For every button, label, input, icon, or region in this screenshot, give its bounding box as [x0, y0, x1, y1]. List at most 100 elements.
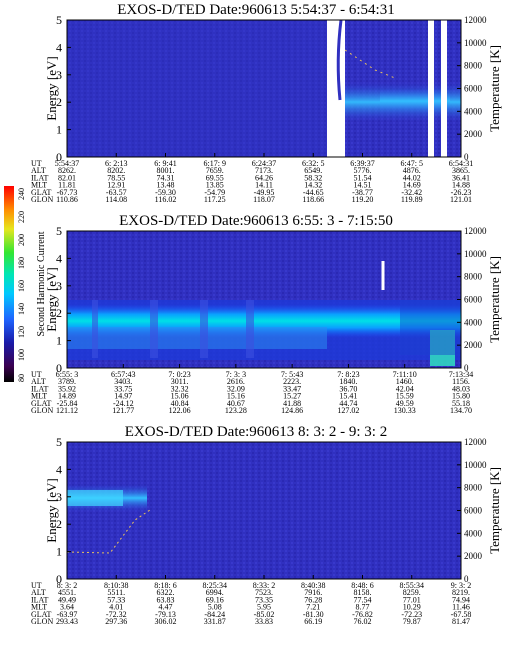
cell-ut: 6:24:37: [252, 159, 276, 168]
cell-alt: 1840.: [339, 377, 357, 386]
cell-alt: 5776.: [354, 166, 372, 175]
cell-ilat: 32.32: [171, 384, 189, 393]
cell-ut: 6:57:43: [111, 370, 135, 379]
colorbar: 240 220 200 180 160 140 120 100 80 Second Harmon…: [4, 186, 47, 382]
y-tick-label: 2: [56, 517, 62, 531]
cell-glon: 119.89: [401, 195, 423, 204]
cell-glat: -67.73: [57, 188, 78, 197]
cell-alt: 8202.: [107, 166, 125, 175]
colorbar-scale: [4, 186, 14, 382]
y2-tick-label: 0: [464, 363, 469, 373]
cell-mlt: 14.32: [304, 181, 322, 190]
y-tick-label: 3: [56, 68, 62, 82]
cell-glat: -63.57: [106, 188, 127, 197]
cell-ut: 6:17: 9: [204, 159, 226, 168]
cell-ilat: 76.28: [304, 595, 322, 604]
cell-ut: 8:40:38: [301, 581, 325, 590]
row-label-ut: UT: [31, 581, 42, 590]
cell-ut: 8:18: 6: [154, 581, 176, 590]
cell-glon: 134.70: [450, 406, 472, 415]
cell-ut: 6:39:37: [350, 159, 374, 168]
tables-layer: UTALTILATMLTGLATGLON5:54:378262.82.0111.…: [31, 159, 473, 626]
row-label-mlt: MLT: [31, 392, 47, 401]
cell-ilat: 32.09: [227, 384, 245, 393]
colorbar-tick-label: 100: [17, 349, 26, 361]
cell-mlt: 8.77: [356, 603, 370, 612]
y2-tick-label: 6000: [464, 506, 483, 516]
cell-glat: -84.24: [204, 610, 225, 619]
y2-axis-label: Temperature [K]: [487, 256, 502, 343]
y2-tick-label: 4000: [464, 317, 483, 327]
panel-3: EXOS-D/TED Date:960613 8: 3: 2 - 9: 3: 2: [66, 424, 462, 580]
colorbar-label: Second Harmonic Current: [36, 231, 47, 336]
cell-ilat: 58.32: [304, 173, 322, 182]
cell-glon: 79.87: [403, 617, 421, 626]
cell-glat: -25.84: [57, 399, 78, 408]
y-tick-label: 5: [56, 435, 62, 449]
cell-mlt: 13.85: [206, 181, 224, 190]
cell-alt: 3011.: [171, 377, 189, 386]
cell-alt: 1156.: [452, 377, 470, 386]
cell-glon: 127.02: [337, 406, 359, 415]
y-tick-label: 0: [56, 150, 62, 164]
cell-glon: 121.01: [450, 195, 472, 204]
y2-tick-label: 0: [464, 152, 469, 162]
cell-ut: 9: 3: 2: [451, 581, 471, 590]
panel-2: EXOS-D/TED Date:960613 6:55: 3 - 7:15:50: [66, 213, 462, 369]
cell-alt: 8262.: [58, 166, 76, 175]
cell-glon: 110.86: [56, 195, 78, 204]
cell-mlt: 11.46: [452, 603, 470, 612]
cell-mlt: 10.29: [403, 603, 421, 612]
row-label-alt: ALT: [31, 166, 46, 175]
y2-tick-label: 10000: [464, 249, 487, 259]
cell-glat: 40.67: [227, 399, 245, 408]
y2-tick-label: 10000: [464, 460, 487, 470]
panel-2-title: EXOS-D/TED Date:960613 6:55: 3 - 7:15:50: [119, 213, 393, 229]
cell-glon: 33.83: [255, 617, 273, 626]
y2-tick-label: 6000: [464, 295, 483, 305]
cell-ilat: 77.54: [354, 595, 372, 604]
y2-tick-label: 4000: [464, 528, 483, 538]
cell-alt: 8158.: [354, 588, 372, 597]
cell-alt: 8259.: [403, 588, 421, 597]
cell-ut: 8:10:38: [104, 581, 128, 590]
colorbar-tick-label: 240: [17, 188, 26, 200]
cell-glat: -72.32: [106, 610, 127, 619]
cell-ilat: 51.54: [354, 173, 372, 182]
y-tick-label: 0: [56, 361, 62, 375]
cell-glon: 130.33: [394, 406, 416, 415]
colorbar-tick-label: 80: [17, 374, 26, 382]
cell-mlt: 5.95: [257, 603, 271, 612]
y2-tick-label: 8000: [464, 61, 483, 71]
cell-glat: -67.58: [451, 610, 472, 619]
cell-ilat: 74.31: [157, 173, 175, 182]
cell-mlt: 14.11: [255, 181, 273, 190]
cell-mlt: 15.59: [396, 392, 414, 401]
cell-glat: -59.30: [155, 188, 176, 197]
cell-ut: 6: 2:13: [105, 159, 127, 168]
cell-ilat: 36.70: [339, 384, 357, 393]
y-tick-label: 3: [56, 279, 62, 293]
cell-ilat: 69.16: [206, 595, 224, 604]
cell-alt: 5511.: [107, 588, 125, 597]
cell-glon: 121.77: [112, 406, 134, 415]
y-tick-label: 2: [56, 306, 62, 320]
y-tick-label: 4: [56, 40, 62, 54]
row-label-glat: GLAT: [31, 188, 52, 197]
cell-ilat: 44.02: [403, 173, 421, 182]
cell-alt: 7659.: [206, 166, 224, 175]
cell-alt: 1460.: [396, 377, 414, 386]
cell-glat: -26.23: [451, 188, 472, 197]
cell-mlt: 15.06: [171, 392, 189, 401]
cell-glon: 118.66: [302, 195, 324, 204]
cell-glat: -76.82: [352, 610, 373, 619]
row-label-ut: UT: [31, 370, 42, 379]
row-label-ilat: ILAT: [31, 595, 48, 604]
cell-glat: 49.59: [396, 399, 414, 408]
y2-tick-label: 2000: [464, 551, 483, 561]
colorbar-tick-label: 200: [17, 234, 26, 246]
cell-ut: 6: 9:41: [154, 159, 176, 168]
colorbar-tick-label: 140: [17, 303, 26, 315]
y-tick-label: 1: [56, 334, 62, 348]
cell-glat: 55.18: [452, 399, 470, 408]
